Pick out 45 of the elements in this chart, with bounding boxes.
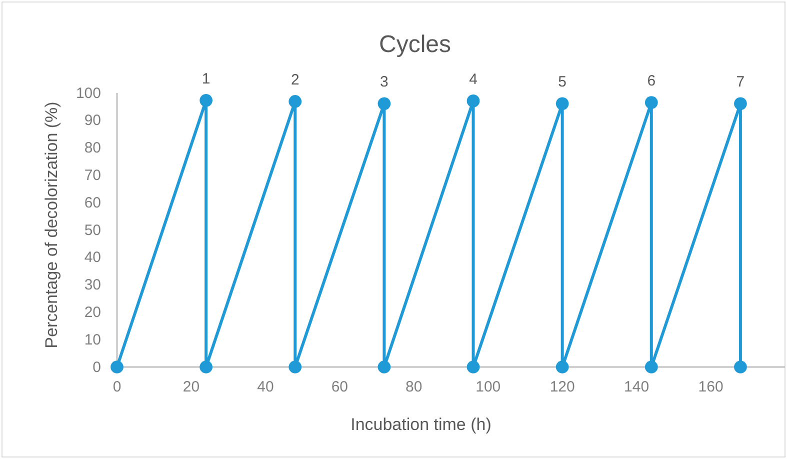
annotation: 2 — [290, 71, 300, 88]
point — [556, 97, 569, 110]
point — [378, 97, 391, 110]
point — [288, 95, 302, 108]
x-tick-label: 120 — [550, 378, 575, 396]
y-tick-label: 60 — [84, 194, 101, 212]
y-tick-label: 40 — [84, 249, 101, 266]
y-tick-label: 30 — [84, 276, 101, 294]
x-tick-label: 40 — [257, 378, 274, 396]
y-tick-label: 70 — [84, 167, 101, 184]
point — [734, 97, 747, 110]
point — [734, 360, 747, 374]
point — [644, 360, 658, 374]
point — [466, 94, 480, 108]
y-tick-label: 50 — [84, 222, 101, 239]
x-tick-label: 60 — [331, 378, 348, 396]
annotation: 4 — [469, 70, 478, 88]
point — [378, 360, 391, 374]
x-tick-label: 100 — [476, 378, 501, 396]
x-axis-title: Incubation time (h) — [350, 415, 492, 434]
point — [644, 96, 658, 110]
y-tick-label: 90 — [84, 112, 101, 130]
x-tick-label: 20 — [182, 378, 200, 396]
point — [466, 360, 480, 374]
point — [110, 360, 124, 374]
y-tick-label: 10 — [84, 331, 101, 348]
annotation: 6 — [647, 72, 656, 90]
y-tick-label: 0 — [92, 358, 101, 376]
annotation: 1 — [202, 70, 210, 88]
x-tick-label: 140 — [624, 378, 650, 396]
x-tick-label: 0 — [112, 378, 122, 396]
point — [556, 360, 569, 374]
annotation: 5 — [558, 74, 567, 91]
y-tick-label: 20 — [84, 304, 101, 321]
annotation: 7 — [736, 74, 745, 91]
annotation: 3 — [380, 74, 388, 91]
chart-title: Cycles — [378, 31, 452, 58]
point — [200, 94, 212, 107]
y-tick-label: 80 — [84, 140, 101, 157]
y-axis-title: Percentage of decolorization (%) — [42, 102, 61, 348]
point — [288, 360, 302, 374]
y-tick-label: 100 — [76, 84, 101, 102]
x-tick-label: 160 — [698, 378, 724, 396]
x-tick-label: 80 — [406, 378, 422, 396]
point — [200, 360, 212, 374]
